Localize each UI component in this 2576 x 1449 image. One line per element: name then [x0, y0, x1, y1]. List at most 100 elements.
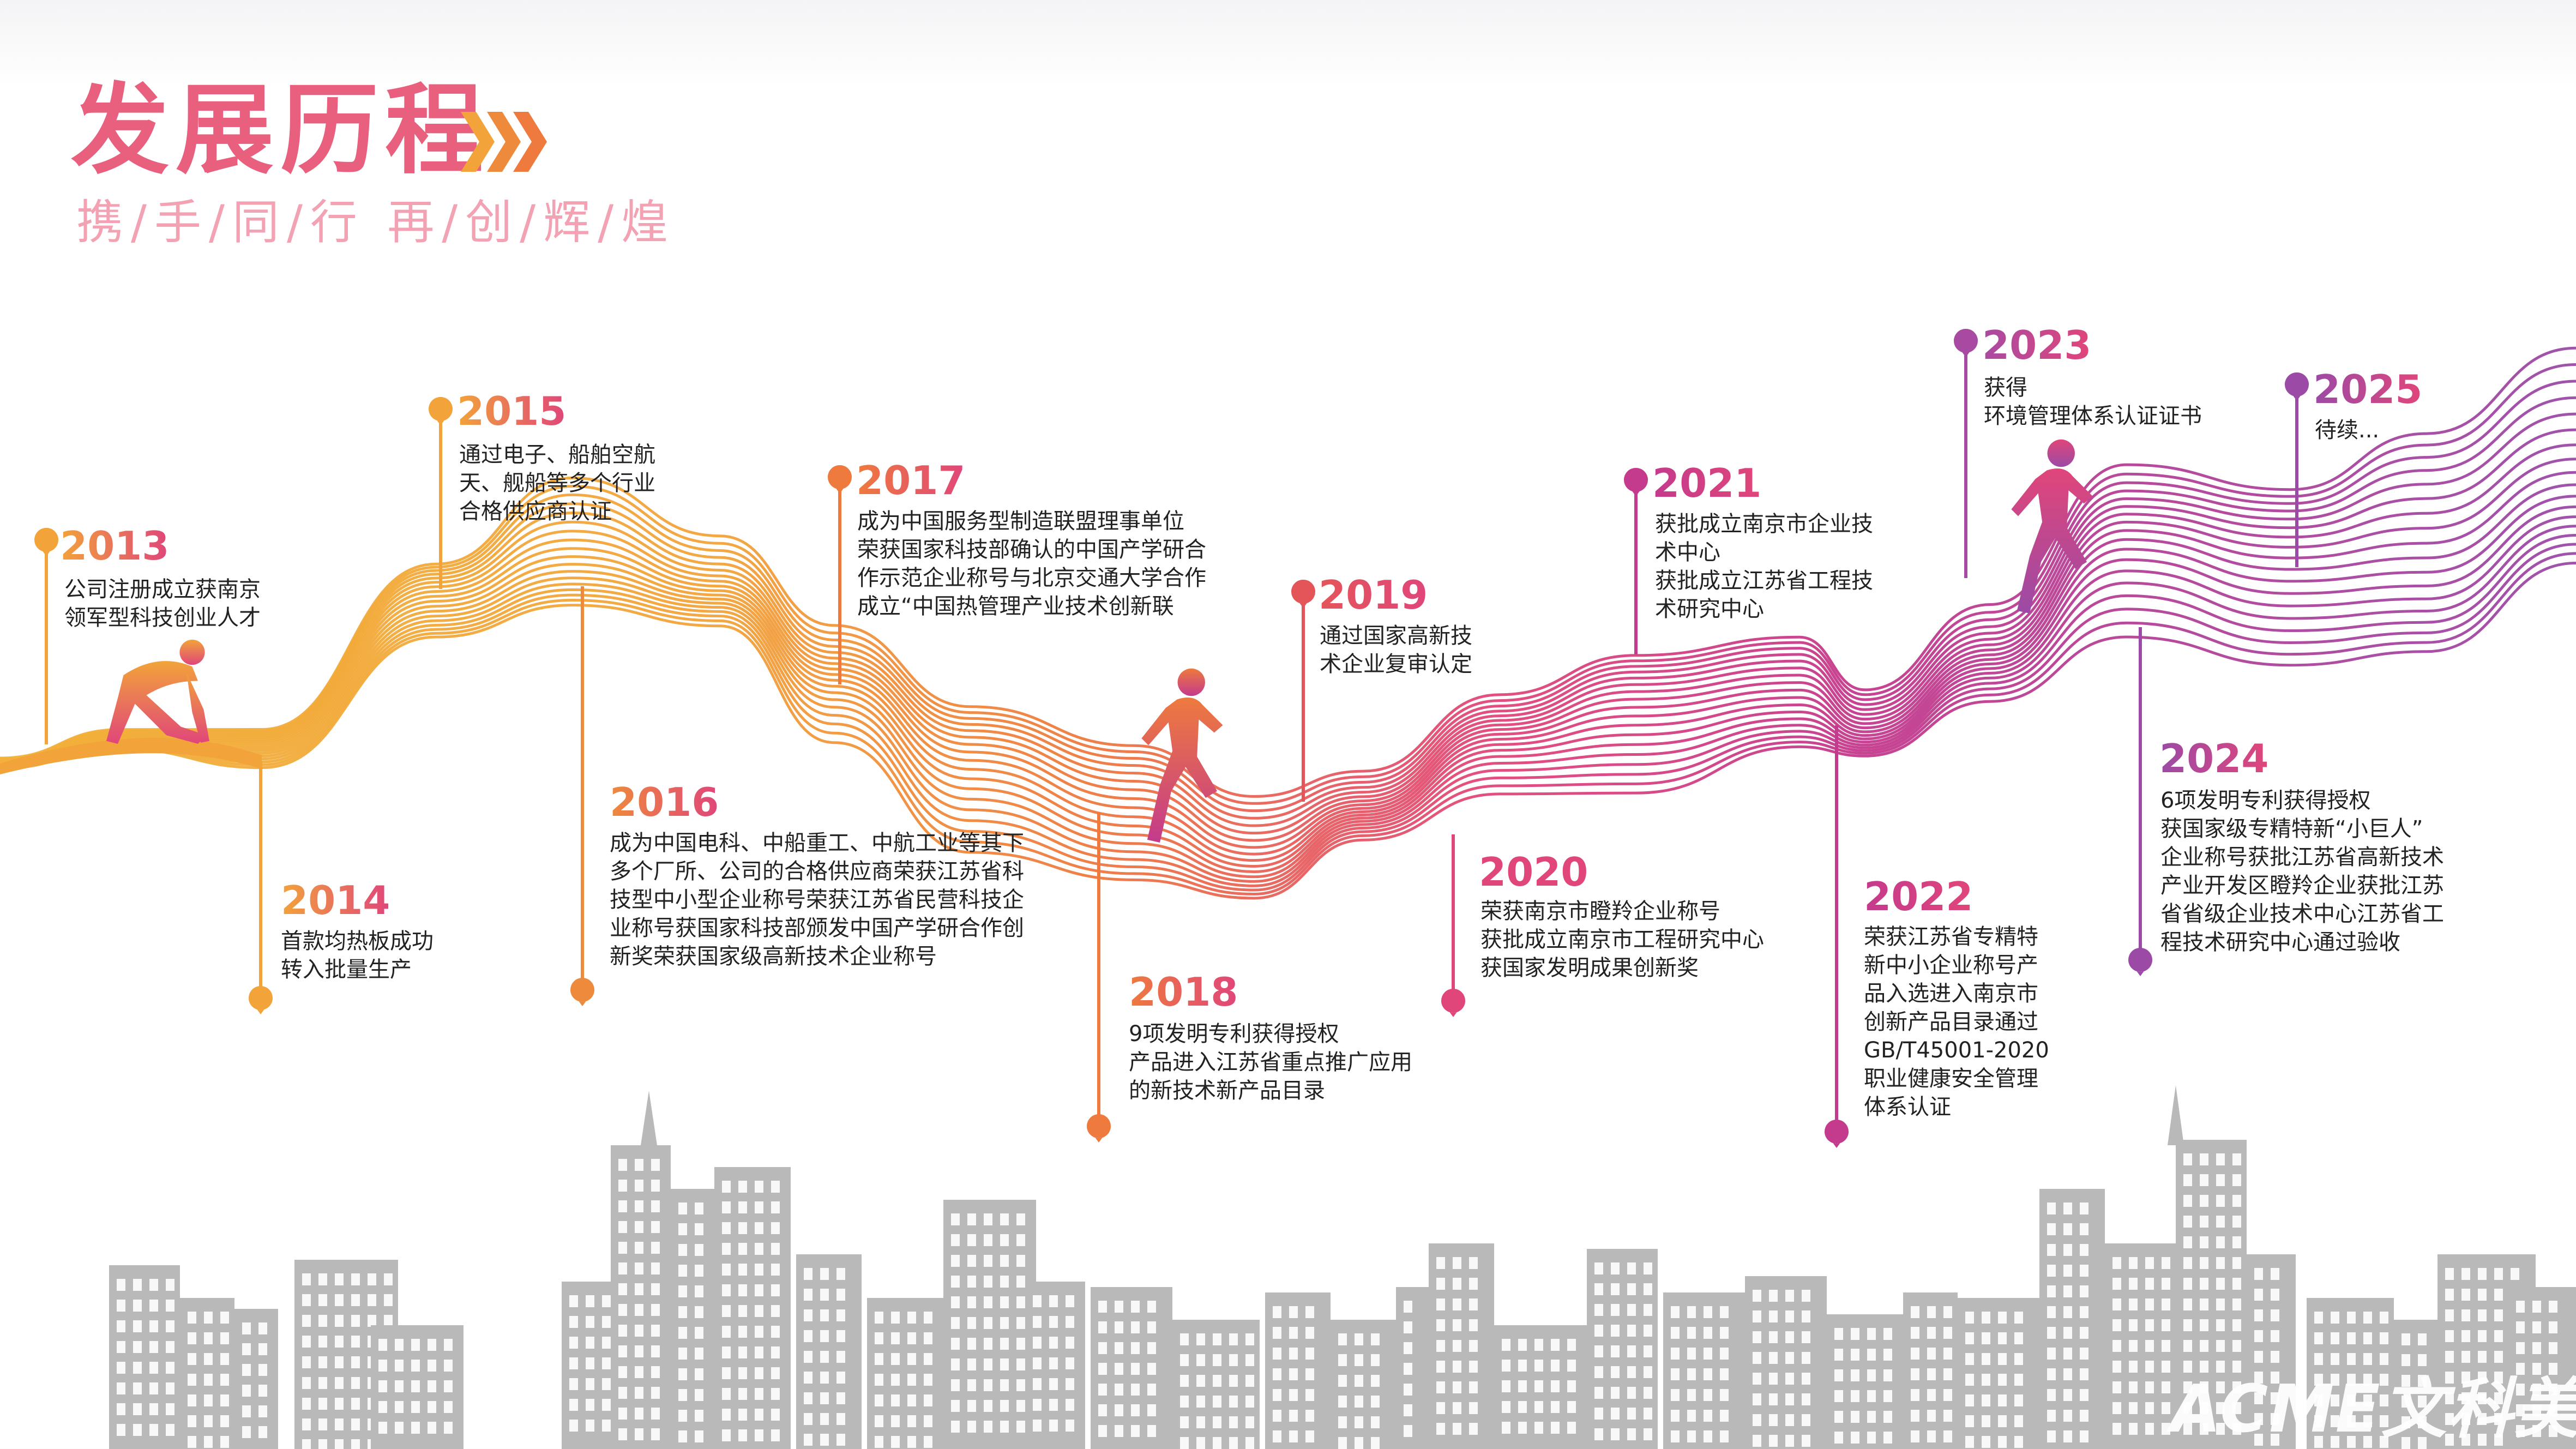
- milestone-pin-2023: [1954, 329, 1978, 578]
- skyline-building: [234, 1309, 278, 1449]
- milestone-description-2025: 待续...: [2315, 416, 2379, 444]
- skyline-building: [2394, 1320, 2437, 1449]
- ribbon-line: [0, 458, 2576, 849]
- milestone-text-line: 转入批量生产: [281, 957, 412, 982]
- ribbon-line: [0, 533, 2576, 887]
- ribbon-line: [0, 543, 2576, 892]
- milestone-text-line: 荣获南京市瞪羚企业称号: [1480, 899, 1720, 924]
- milestone-text-line: 产品进入江苏省重点推广应用: [1129, 1050, 1412, 1075]
- skyline-building: [109, 1265, 180, 1449]
- milestone-text-line: 获批成立南京市企业技: [1655, 512, 1873, 537]
- milestone-text-line: 获国家级专精特新“小巨人”: [2160, 816, 2423, 841]
- ribbon-line: [0, 363, 2576, 805]
- milestone-text-line: 术企业复审认定: [1320, 652, 1472, 677]
- milestone-pin-2015: [429, 397, 453, 589]
- milestone-description-2019: 通过国家高新技 术企业复审认定: [1320, 622, 1472, 678]
- ribbon-line: [0, 428, 2576, 835]
- milestone-text-line: 术研究中心: [1655, 597, 1764, 622]
- milestone-description-2016: 成为中国电科、中船重工、中航工业等其下 多个厂所、公司的合格供应商荣获江苏省科 技型…: [610, 829, 1024, 971]
- milestone-pin-2024: [2128, 627, 2152, 976]
- runner-mid-silhouette: [1141, 668, 1223, 843]
- milestone-text-line: 多个厂所、公司的合格供应商荣获江苏省科: [610, 859, 1024, 884]
- milestone-year-2022: 2022: [1864, 874, 1973, 919]
- milestone-year-2016: 2016: [610, 779, 719, 825]
- runner-top-silhouette: [2011, 439, 2093, 614]
- milestone-text-line: 的新技术新产品目录: [1129, 1078, 1325, 1103]
- milestone-pin-2021: [1624, 468, 1648, 654]
- milestone-text-line: GB/T45001-2020: [1864, 1038, 2049, 1063]
- milestone-text-line: 新中小企业称号产: [1864, 953, 2038, 978]
- milestone-description-2021: 获批成立南京市企业技 术中心获批成立江苏省工程技 术研究中心: [1655, 510, 1873, 623]
- milestone-text-line: 创新产品目录通过: [1864, 1009, 2038, 1035]
- milestone-text-line: 获批成立江苏省工程技: [1655, 568, 1873, 593]
- milestone-description-2022: 荣获江苏省专精特 新中小企业称号产 品入选进入南京市 创新产品目录通过 GB/T4500…: [1864, 923, 2049, 1121]
- milestone-text-line: 合格供应商认证: [459, 499, 612, 524]
- ribbon-line: [0, 561, 2576, 900]
- milestone-text-line: 产业开发区瞪羚企业获批江苏: [2160, 873, 2444, 898]
- milestone-text-line: 天、舰船等多个行业: [459, 471, 655, 496]
- ribbon-line: [0, 552, 2576, 896]
- skyline-building: [671, 1189, 714, 1449]
- milestone-text-line: 程技术研究中心通过验收: [2160, 930, 2400, 955]
- runner-crouch-silhouette: [106, 639, 209, 744]
- milestone-text-line: 作示范企业称号与北京交通大学合作: [857, 566, 1206, 591]
- milestone-text-line: 体系认证: [1864, 1095, 1951, 1120]
- skyline-spire: [2168, 1085, 2184, 1145]
- ribbon-line: [0, 505, 2576, 873]
- milestone-description-2014: 首款均热板成功 转入批量生产: [281, 927, 434, 984]
- milestone-year-2017: 2017: [856, 458, 966, 503]
- milestone-text-line: 品入选进入南京市: [1864, 981, 2038, 1006]
- ribbon-line: [0, 412, 2576, 827]
- milestone-pin-2018: [1087, 813, 1111, 1143]
- milestone-text-line: 领军型科技创业人才: [64, 605, 261, 630]
- milestone-text-line: 公司注册成立获南京: [64, 577, 261, 602]
- milestone-text-line: 首款均热板成功: [281, 929, 434, 954]
- milestone-year-2019: 2019: [1319, 572, 1428, 618]
- page-title: 发展历程: [71, 74, 490, 188]
- milestone-text-line: 获国家发明成果创新奖: [1480, 955, 1699, 981]
- milestone-text-line: 业称号获国家科技部颁发中国产学研合作创: [610, 916, 1024, 941]
- milestone-text-line: 术中心: [1655, 540, 1720, 565]
- milestone-pin-2017: [828, 465, 852, 684]
- milestone-year-2024: 2024: [2159, 736, 2269, 781]
- milestone-year-2018: 2018: [1129, 969, 1238, 1015]
- milestone-text-line: 成为中国电科、中船重工、中航工业等其下: [610, 831, 1024, 856]
- ribbon-line: [0, 515, 2576, 879]
- page-subtitle: 携/手/同/行 再/创/辉/煌: [76, 195, 676, 250]
- milestone-text-line: 环境管理体系认证证书: [1984, 404, 2202, 429]
- ribbon-line: [0, 483, 2576, 862]
- milestone-text-line: 企业称号获批江苏省高新技术: [2160, 845, 2444, 870]
- milestone-text-line: 成为中国服务型制造联盟理事单位: [857, 509, 1184, 534]
- milestone-year-2020: 2020: [1479, 849, 1588, 895]
- milestone-pin-2025: [2285, 372, 2309, 567]
- milestone-text-line: 荣获江苏省专精特: [1864, 924, 2038, 949]
- milestone-pin-2013: [34, 528, 58, 744]
- milestone-text-line: 获得: [1984, 375, 2027, 400]
- milestone-text-line: 通过电子、船舶空航: [459, 442, 655, 467]
- milestone-description-2023: 获得环境管理体系认证证书: [1984, 374, 2202, 430]
- milestone-year-2023: 2023: [1982, 322, 2092, 368]
- ribbon-base: [0, 737, 262, 774]
- ribbon-line: [0, 346, 2576, 798]
- milestone-description-2017: 成为中国服务型制造联盟理事单位 荣获国家科技部确认的中国产学研合 作示范企业称号与北…: [857, 507, 1206, 621]
- milestone-pin-2020: [1441, 834, 1465, 1017]
- milestone-text-line: 荣获国家科技部确认的中国产学研合: [857, 537, 1206, 562]
- milestone-pin-2016: [570, 586, 594, 1006]
- milestone-text-line: 9项发明专利获得授权: [1129, 1021, 1339, 1047]
- milestone-year-2021: 2021: [1652, 460, 1762, 506]
- triple-chevron-icon: [461, 112, 547, 172]
- milestone-text-line: 职业健康安全管理: [1864, 1066, 2038, 1091]
- brand-logo-watermark: ACME文科美: [2170, 1372, 2576, 1447]
- milestone-pin-2014: [249, 761, 273, 1014]
- milestone-text-line: 获批成立南京市工程研究中心: [1480, 927, 1764, 952]
- milestone-description-2015: 通过电子、船舶空航 天、舰船等多个行业 合格供应商认证: [459, 441, 655, 526]
- milestone-description-2024: 6项发明专利获得授权 获国家级专精特新“小巨人” 企业称号获批江苏省高新技术 产业开发…: [2160, 786, 2444, 957]
- milestone-text-line: 技型中小型企业称号荣获江苏省民营科技企: [610, 887, 1024, 912]
- ribbon-line: [0, 471, 2576, 856]
- milestone-year-2014: 2014: [281, 877, 390, 923]
- milestone-pin-2022: [1825, 725, 1849, 1148]
- milestone-text-line: 新奖荣获国家级高新技术企业称号: [610, 944, 937, 969]
